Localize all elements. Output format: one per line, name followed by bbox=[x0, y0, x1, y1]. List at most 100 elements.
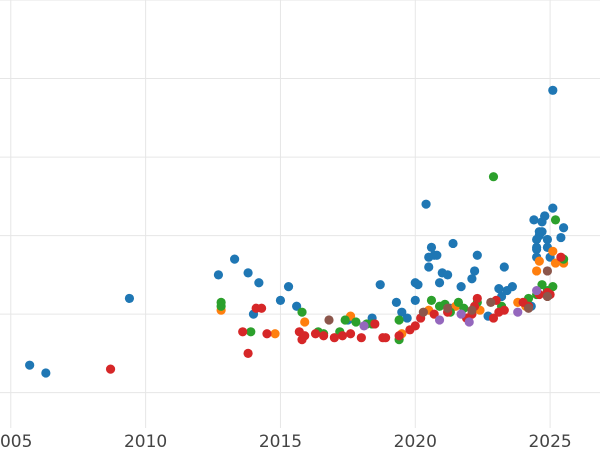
data-point-blue-0 bbox=[25, 360, 35, 370]
data-point-blue-9 bbox=[283, 282, 294, 292]
data-point-orange-2 bbox=[300, 317, 310, 327]
data-point-blue-45 bbox=[532, 242, 542, 252]
data-point-blue-2 bbox=[124, 293, 135, 304]
data-point-blue-49 bbox=[537, 227, 547, 237]
data-point-brown-4 bbox=[486, 297, 496, 307]
data-point-blue-33 bbox=[470, 266, 480, 276]
data-point-blue-56 bbox=[548, 203, 558, 213]
data-point-blue-26 bbox=[434, 278, 445, 288]
data-point-orange-1 bbox=[270, 329, 280, 339]
data-point-brown-7 bbox=[542, 266, 553, 276]
data-point-green-2 bbox=[246, 327, 256, 337]
data-point-orange-13 bbox=[550, 258, 561, 268]
data-point-purple-2 bbox=[456, 309, 466, 319]
data-point-orange-10 bbox=[532, 266, 542, 276]
data-point-red-12 bbox=[337, 331, 348, 341]
data-point-blue-10 bbox=[292, 301, 302, 311]
data-point-blue-34 bbox=[472, 250, 482, 260]
data-point-red-31 bbox=[499, 305, 509, 315]
data-point-blue-40 bbox=[507, 282, 517, 292]
data-point-blue-18 bbox=[410, 295, 420, 305]
data-point-blue-7 bbox=[254, 278, 264, 288]
data-point-green-8 bbox=[351, 317, 361, 327]
data-point-blue-42 bbox=[529, 215, 539, 225]
data-point-purple-4 bbox=[513, 307, 523, 317]
data-points bbox=[25, 85, 569, 378]
data-point-green-20 bbox=[488, 172, 499, 182]
data-point-blue-25 bbox=[432, 250, 442, 260]
x-tick-label-2020: 2020 bbox=[394, 432, 437, 450]
x-tick-labels: 2005 2010 2015 2020 2025 bbox=[0, 432, 572, 450]
data-point-blue-58 bbox=[556, 232, 566, 243]
data-point-green-27 bbox=[550, 215, 561, 225]
data-point-blue-52 bbox=[540, 211, 550, 221]
x-gridlines bbox=[10, 0, 551, 428]
data-point-red-28 bbox=[488, 313, 499, 323]
data-point-red-17 bbox=[381, 333, 391, 343]
data-point-blue-23 bbox=[426, 242, 437, 252]
data-point-blue-36 bbox=[494, 284, 504, 294]
data-point-brown-1 bbox=[418, 307, 428, 317]
data-point-red-1 bbox=[238, 327, 248, 337]
data-point-red-5 bbox=[262, 329, 272, 339]
x-tick-label-2025: 2025 bbox=[528, 432, 571, 450]
data-point-red-13 bbox=[345, 329, 356, 339]
x-tick-label-2015: 2015 bbox=[259, 432, 302, 450]
data-point-brown-0 bbox=[324, 315, 334, 325]
data-point-purple-1 bbox=[434, 315, 445, 325]
data-point-blue-57 bbox=[548, 85, 558, 95]
data-point-red-9 bbox=[310, 329, 321, 339]
data-point-red-11 bbox=[329, 333, 339, 343]
data-point-blue-3 bbox=[213, 270, 224, 280]
data-point-green-1 bbox=[216, 297, 226, 307]
data-point-red-0 bbox=[105, 364, 116, 374]
data-point-orange-11 bbox=[534, 256, 544, 266]
data-point-blue-21 bbox=[424, 262, 434, 272]
data-point-blue-38 bbox=[499, 262, 509, 272]
data-point-red-15 bbox=[370, 319, 380, 329]
data-point-green-26 bbox=[548, 282, 558, 292]
data-point-blue-1 bbox=[41, 368, 51, 378]
x-tick-label-2005: 2005 bbox=[0, 432, 32, 450]
data-point-green-12 bbox=[394, 315, 404, 325]
data-point-red-18 bbox=[394, 331, 404, 341]
data-point-purple-5 bbox=[532, 285, 542, 296]
data-point-blue-28 bbox=[443, 270, 453, 280]
data-point-blue-20 bbox=[421, 199, 431, 209]
data-point-green-24 bbox=[537, 280, 547, 290]
data-point-red-10 bbox=[319, 331, 329, 341]
data-point-purple-0 bbox=[359, 321, 369, 331]
data-point-blue-30 bbox=[448, 238, 458, 249]
data-point-blue-13 bbox=[375, 280, 385, 290]
data-point-green-7 bbox=[340, 315, 350, 325]
data-point-brown-6 bbox=[542, 291, 553, 302]
data-point-blue-15 bbox=[397, 307, 407, 317]
data-point-blue-59 bbox=[559, 223, 569, 233]
data-point-red-22 bbox=[429, 309, 439, 319]
data-point-orange-12 bbox=[548, 246, 558, 256]
data-point-blue-31 bbox=[456, 282, 466, 292]
data-point-red-4 bbox=[256, 303, 267, 313]
data-point-green-13 bbox=[426, 295, 437, 305]
data-point-blue-8 bbox=[275, 295, 286, 305]
data-point-blue-32 bbox=[467, 274, 477, 284]
data-point-blue-54 bbox=[542, 234, 553, 245]
data-point-brown-5 bbox=[523, 303, 534, 313]
data-point-red-2 bbox=[243, 348, 253, 358]
data-point-brown-3 bbox=[467, 305, 477, 315]
x-tick-label-2010: 2010 bbox=[124, 432, 167, 450]
data-point-blue-4 bbox=[230, 254, 240, 264]
data-point-purple-3 bbox=[464, 317, 474, 327]
data-point-red-27 bbox=[472, 293, 482, 304]
data-point-green-17 bbox=[453, 297, 464, 307]
data-point-red-8 bbox=[300, 331, 310, 341]
data-point-red-37 bbox=[556, 252, 566, 262]
data-point-blue-16 bbox=[402, 313, 412, 323]
data-point-blue-5 bbox=[243, 268, 253, 278]
data-point-red-14 bbox=[356, 333, 366, 343]
data-point-brown-2 bbox=[443, 303, 453, 313]
data-point-red-20 bbox=[410, 321, 420, 331]
data-point-blue-14 bbox=[391, 297, 401, 307]
data-point-blue-19 bbox=[413, 280, 423, 290]
